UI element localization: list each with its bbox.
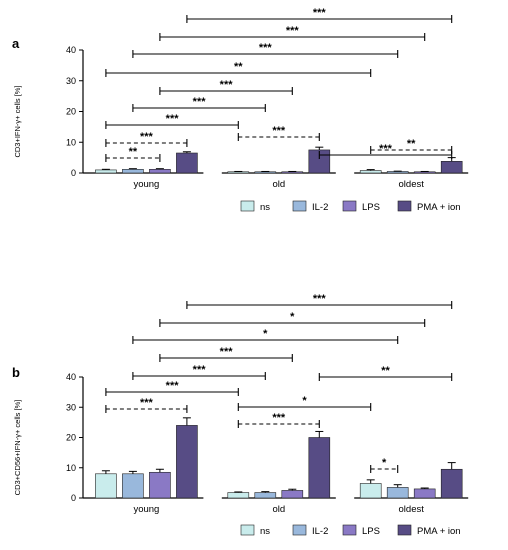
bar [440, 468, 463, 499]
y-tick-label: 20 [66, 433, 76, 443]
bar [254, 492, 277, 499]
chart-panel-b: b 0 10 20 30 40 CD3+CD56+IFN-γ+ cells [%] young… [12, 293, 469, 537]
significance-label: *** [313, 7, 327, 19]
significance-label: * [290, 311, 295, 323]
bar [281, 490, 304, 499]
significance-label: *** [379, 143, 393, 155]
bar [149, 471, 171, 499]
bar [440, 161, 463, 174]
legend-swatch [292, 200, 307, 212]
legend-label: PMA + ion [417, 526, 461, 537]
legend-label: IL-2 [312, 526, 328, 537]
x-category-label: old [272, 504, 285, 515]
legend-label: ns [260, 202, 270, 213]
y-tick-label: 0 [71, 168, 76, 178]
significance-label: *** [166, 380, 180, 392]
significance-label: *** [140, 131, 154, 143]
x-category-label: young [133, 504, 159, 515]
legend-swatch [397, 524, 412, 536]
x-category-label: oldest [399, 504, 425, 515]
y-tick-label: 10 [66, 463, 76, 473]
significance-label: *** [220, 346, 234, 358]
bar [386, 171, 409, 174]
significance-label: ** [234, 61, 243, 73]
significance-label: * [382, 457, 387, 469]
significance-label: *** [220, 79, 234, 91]
legend-label: ns [260, 526, 270, 537]
significance-label: ** [129, 146, 138, 158]
bar [176, 152, 198, 174]
significance-label: ** [381, 365, 390, 377]
legend-swatch [292, 524, 307, 536]
significance-label: *** [272, 412, 286, 424]
bar [308, 437, 331, 499]
bar [227, 492, 250, 499]
legend-swatch [342, 524, 357, 536]
bar [122, 473, 144, 499]
legend-swatch [397, 200, 412, 212]
y-tick-label: 30 [66, 402, 76, 412]
significance-label: *** [140, 397, 154, 409]
significance-label: *** [286, 25, 300, 37]
bar [95, 473, 117, 499]
y-tick-label: 20 [66, 107, 76, 117]
significance-label: * [263, 328, 268, 340]
significance-label: *** [272, 125, 286, 137]
significance-label: * [302, 395, 307, 407]
x-category-label: young [133, 179, 159, 190]
significance-label: ** [407, 138, 416, 150]
y-tick-label: 40 [66, 45, 76, 55]
significance-label: *** [313, 293, 327, 305]
significance-label: *** [193, 96, 207, 108]
significance-label: *** [259, 42, 273, 54]
significance-label: *** [166, 113, 180, 125]
legend-swatch [240, 200, 255, 212]
y-axis-label: CD3+CD56+IFN-γ+ cells [%] [13, 400, 22, 496]
legend-label: IL-2 [312, 202, 328, 213]
bar [176, 425, 198, 499]
x-category-label: old [272, 179, 285, 190]
y-tick-label: 10 [66, 137, 76, 147]
chart-panel-a: a 0 10 20 30 40 CD3+IFN-γ+ cells [%] young old ol… [12, 7, 469, 213]
y-tick-label: 40 [66, 372, 76, 382]
bar [149, 169, 171, 174]
legend-label: LPS [362, 202, 380, 213]
bar [413, 488, 436, 499]
panel-letter: a [12, 36, 20, 51]
legend-swatch [342, 200, 357, 212]
panel-letter: b [12, 365, 20, 380]
bar [359, 170, 382, 174]
x-category-label: oldest [399, 179, 425, 190]
legend-label: PMA + ion [417, 202, 461, 213]
y-tick-label: 30 [66, 76, 76, 86]
bar [359, 483, 382, 499]
bar [386, 487, 409, 499]
bar [95, 169, 117, 174]
legend-swatch [240, 524, 255, 536]
y-axis-label: CD3+IFN-γ+ cells [%] [13, 85, 22, 157]
bar [122, 169, 144, 174]
legend-label: LPS [362, 526, 380, 537]
significance-label: *** [193, 364, 207, 376]
y-tick-label: 0 [71, 493, 76, 503]
